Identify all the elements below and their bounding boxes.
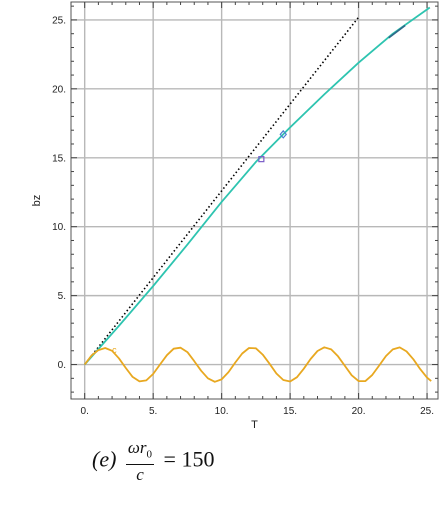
ticks: 0. 5. 10. 15. 20. 25. 0. 5. 10. 15. 20. 25. <box>52 2 438 417</box>
caption-prefix: (e) <box>92 446 117 472</box>
y-tick-label: 15. <box>52 153 66 164</box>
x-tick-label: 10. <box>215 406 229 417</box>
point-marker <box>258 156 265 163</box>
y-tick-label: 25. <box>52 15 66 26</box>
x-tick-label: 25. <box>420 406 434 417</box>
series-layer: c <box>83 6 432 383</box>
x-tick-label: 0. <box>81 406 89 417</box>
y-tick-label: 0. <box>58 360 66 371</box>
plot-frame <box>70 1 439 400</box>
x-axis-label: T <box>251 419 258 430</box>
x-tick-label: 15. <box>283 406 297 417</box>
y-axis-label: bz <box>31 195 43 207</box>
caption-numerator: ωr0 <box>125 438 155 466</box>
y-tick-label: 20. <box>52 84 66 95</box>
figure-caption: (e) ωr0 c = 150 <box>92 438 214 484</box>
caption-suffix: = 150 <box>163 446 215 472</box>
chart: c 0. 5. 10. 15. 20. 25. 0. 5. 10. 15. 20. 25. T bz <box>31 1 439 430</box>
series-line-0 <box>84 16 360 365</box>
grid <box>71 2 438 399</box>
plot-border <box>70 1 439 400</box>
caption-numerator-sub: 0 <box>146 448 153 461</box>
series-overlay-segment <box>388 24 406 39</box>
series-line-1 <box>84 6 431 366</box>
x-tick-label: 20. <box>352 406 366 417</box>
caption-numerator-text: ωr <box>127 438 147 457</box>
caption-denominator: c <box>136 465 144 485</box>
y-tick-label: 5. <box>58 291 66 302</box>
caption-fraction: ωr0 c <box>125 438 155 485</box>
point-marker <box>279 129 288 139</box>
x-tick-label: 5. <box>149 406 157 417</box>
y-tick-label: 10. <box>52 222 66 233</box>
series-line-2 <box>83 346 432 383</box>
curve-label: c <box>112 345 117 355</box>
